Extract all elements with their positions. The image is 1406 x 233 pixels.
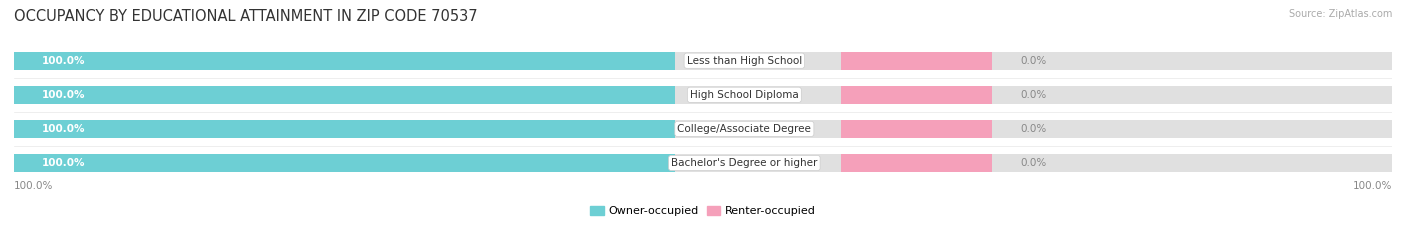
Text: College/Associate Degree: College/Associate Degree	[678, 124, 811, 134]
Bar	[14, 120, 675, 138]
Bar	[14, 52, 1392, 70]
Bar	[14, 154, 675, 172]
Text: 0.0%: 0.0%	[1019, 56, 1046, 66]
Legend: Owner-occupied, Renter-occupied: Owner-occupied, Renter-occupied	[586, 202, 820, 221]
Bar	[14, 154, 1392, 172]
Text: Source: ZipAtlas.com: Source: ZipAtlas.com	[1288, 9, 1392, 19]
Text: 100.0%: 100.0%	[42, 124, 86, 134]
Bar	[841, 154, 993, 172]
Bar	[14, 120, 1392, 138]
Text: 100.0%: 100.0%	[42, 90, 86, 100]
Bar	[841, 86, 993, 104]
Text: Less than High School: Less than High School	[686, 56, 801, 66]
Bar	[14, 52, 675, 70]
Bar	[841, 120, 993, 138]
Text: 100.0%: 100.0%	[1353, 182, 1392, 191]
Text: Bachelor's Degree or higher: Bachelor's Degree or higher	[671, 158, 817, 168]
Text: 100.0%: 100.0%	[42, 56, 86, 66]
Text: 0.0%: 0.0%	[1019, 158, 1046, 168]
Text: OCCUPANCY BY EDUCATIONAL ATTAINMENT IN ZIP CODE 70537: OCCUPANCY BY EDUCATIONAL ATTAINMENT IN Z…	[14, 9, 478, 24]
Bar	[14, 86, 1392, 104]
Text: 100.0%: 100.0%	[42, 158, 86, 168]
Bar	[841, 52, 993, 70]
Text: 0.0%: 0.0%	[1019, 124, 1046, 134]
Bar	[14, 86, 675, 104]
Text: 0.0%: 0.0%	[1019, 90, 1046, 100]
Text: 100.0%: 100.0%	[14, 182, 53, 191]
Text: High School Diploma: High School Diploma	[690, 90, 799, 100]
